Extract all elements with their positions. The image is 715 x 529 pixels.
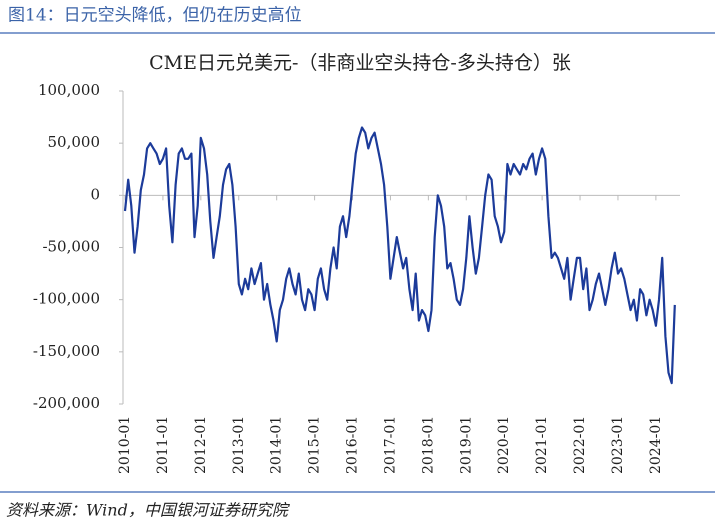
x-tick-label: 2013-01: [231, 416, 247, 474]
y-tick-label: -50,000: [42, 238, 100, 256]
x-tick-label: 2019-01: [458, 416, 474, 474]
x-tick-label: 2014-01: [269, 416, 285, 474]
x-tick-label: 2023-01: [610, 416, 626, 474]
x-tick-label: 2021-01: [534, 416, 550, 474]
x-tick-label: 2020-01: [496, 416, 512, 474]
x-tick-label: 2016-01: [345, 416, 361, 474]
x-tick-label: 2018-01: [420, 416, 436, 474]
x-tick-label: 2024-01: [648, 416, 664, 474]
y-tick-label: -100,000: [33, 290, 100, 308]
y-tick-label: -200,000: [33, 394, 100, 412]
chart-title: CME日元兑美元-（非商业空头持仓-多头持仓）张: [149, 52, 571, 74]
x-tick-label: 2015-01: [307, 416, 323, 474]
y-tick-label: -150,000: [33, 342, 100, 360]
x-tick-label: 2012-01: [193, 416, 209, 474]
figure-title: 图14：日元空头降低，但仍在历史高位: [8, 6, 302, 26]
y-tick-label: 50,000: [48, 133, 101, 151]
source: 资料来源：Wind，中国银河证券研究院: [6, 501, 291, 520]
x-tick-label: 2022-01: [572, 416, 588, 474]
x-tick-label: 2017-01: [382, 416, 398, 474]
y-tick-label: 100,000: [38, 81, 100, 99]
x-tick-label: 2011-01: [155, 416, 171, 474]
x-tick-label: 2010-01: [117, 416, 133, 474]
data-line: [123, 126, 676, 385]
y-tick-label: 0: [90, 185, 100, 203]
